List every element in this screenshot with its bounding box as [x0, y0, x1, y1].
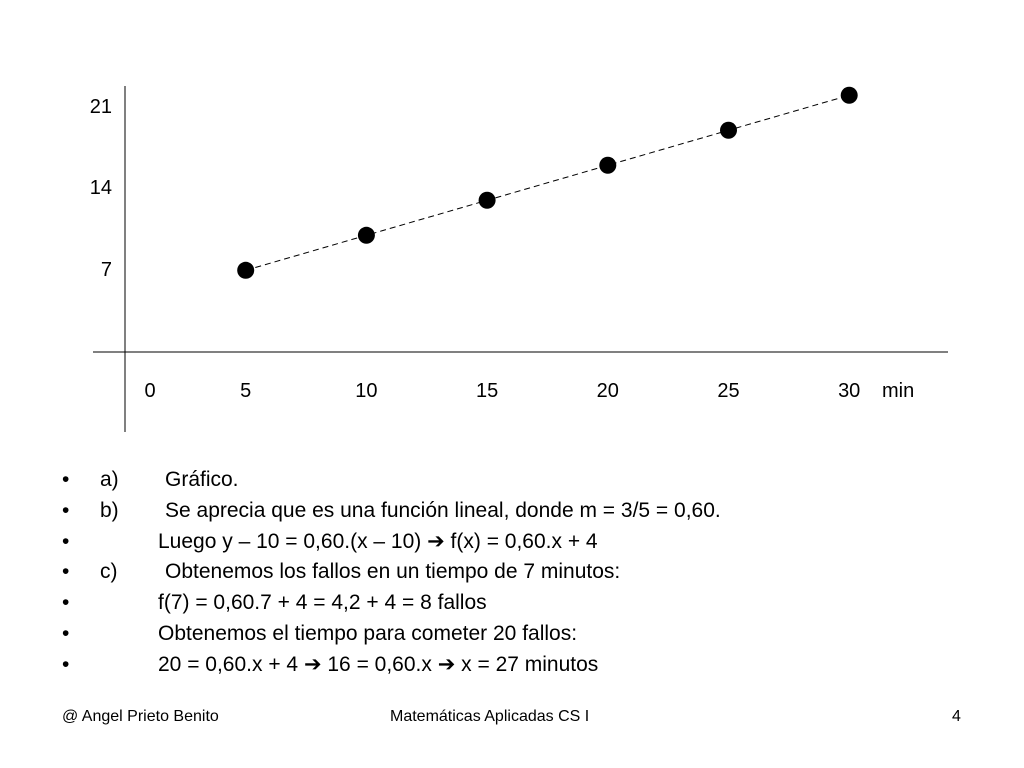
x-tick-label: 20	[597, 380, 619, 402]
bullet-text: Luego y – 10 = 0,60.(x – 10) ➔ f(x) = 0,…	[158, 529, 598, 553]
y-tick-label: 14	[90, 177, 112, 199]
bullet-dot: •	[62, 529, 70, 553]
bullet-dot: •	[62, 560, 70, 584]
data-point	[478, 191, 496, 209]
scatter-chart: 0 5 10 15 20 25 30 7 14 21 min	[90, 86, 948, 432]
bullet-text: Obtenemos el tiempo para cometer 20 fall…	[158, 621, 578, 645]
x-tick-label: 30	[838, 380, 860, 402]
x-tick-label: 5	[240, 380, 251, 402]
x-tick-label: 25	[717, 380, 739, 402]
data-point	[237, 261, 255, 279]
bullet-text: Se aprecia que es una función lineal, do…	[165, 498, 721, 522]
bullet-label: c)	[100, 560, 118, 584]
data-point	[720, 121, 737, 139]
bullet-label: b)	[100, 498, 119, 522]
x-tick-label: 10	[355, 380, 377, 402]
bullet-dot: •	[62, 591, 70, 615]
bullet-dot: •	[62, 468, 70, 491]
x-tick-label: 0	[144, 380, 155, 402]
y-tick-label: 7	[101, 259, 112, 281]
footer-page-number: 4	[952, 708, 961, 725]
data-point	[599, 156, 617, 174]
bullet-text: 20 = 0,60.x + 4 ➔ 16 = 0,60.x ➔ x = 27 m…	[158, 652, 599, 676]
bullet-label: a)	[100, 468, 119, 491]
trend-line	[245, 94, 850, 271]
y-tick-label: 21	[90, 96, 112, 118]
footer-course: Matemáticas Aplicadas CS I	[390, 708, 590, 725]
bullet-text: Obtenemos los fallos en un tiempo de 7 m…	[165, 560, 621, 584]
bullet-text: Gráfico.	[165, 468, 239, 491]
x-tick-label: 15	[476, 380, 498, 402]
bullet-text: f(7) = 0,60.7 + 4 = 4,2 + 4 = 8 fallos	[158, 591, 487, 615]
data-point	[357, 226, 375, 244]
footer-author: @ Angel Prieto Benito	[62, 708, 219, 725]
x-axis-unit-label: min	[882, 380, 914, 402]
bullet-dot: •	[62, 621, 70, 645]
data-point	[840, 86, 858, 104]
bullet-dot: •	[62, 498, 70, 522]
bullet-dot: •	[62, 652, 70, 676]
